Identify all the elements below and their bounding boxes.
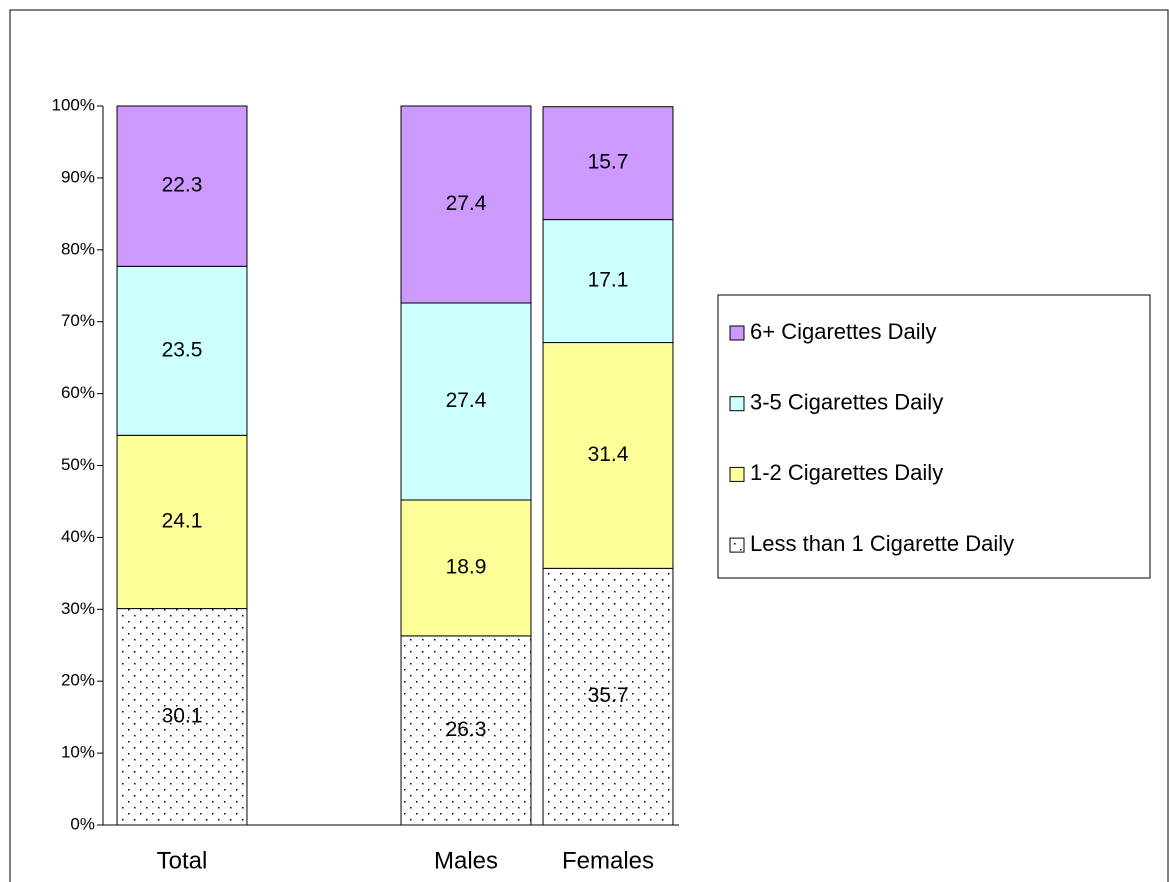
y-tick-label: 80% [61, 239, 95, 258]
data-label: 18.9 [446, 556, 487, 579]
data-label: 27.4 [446, 192, 487, 215]
y-tick-label: 20% [61, 671, 95, 690]
bar-segment [116, 105, 248, 267]
y-tick-label: 100% [52, 95, 95, 114]
legend-swatch [729, 396, 745, 412]
x-tick-label: Males [434, 847, 498, 874]
legend-label: 6+ Cigarettes Daily [750, 319, 936, 344]
y-tick-label: 30% [61, 599, 95, 618]
data-label: 35.7 [588, 684, 629, 707]
legend-label: 1-2 Cigarettes Daily [750, 460, 943, 485]
y-tick-label: 0% [70, 814, 95, 833]
bar-segment [400, 302, 532, 501]
bar-segment [542, 106, 674, 221]
y-tick-label: 10% [61, 743, 95, 762]
y-tick-label: 40% [61, 527, 95, 546]
data-label: 31.4 [588, 443, 629, 466]
data-label: 15.7 [588, 151, 629, 174]
bar-segment [400, 105, 532, 304]
data-label: 27.4 [446, 389, 487, 412]
legend-swatch [729, 466, 745, 482]
data-label: 23.5 [162, 338, 203, 361]
chart-frame [9, 9, 1169, 882]
y-tick-label: 60% [61, 383, 95, 402]
legend-box [717, 294, 1151, 579]
data-label: 22.3 [162, 174, 203, 197]
bar-segment [542, 219, 674, 344]
bar-segment [542, 342, 674, 569]
y-tick-label: 50% [61, 455, 95, 474]
bar-segment [116, 434, 248, 610]
legend-swatch [729, 537, 745, 553]
y-tick-label: 90% [61, 167, 95, 186]
y-tick-label: 70% [61, 311, 95, 330]
x-tick-label: Total [157, 847, 208, 874]
bar-segment [400, 635, 532, 826]
data-label: 26.3 [446, 718, 487, 741]
data-label: 17.1 [588, 269, 629, 292]
legend-label: 3-5 Cigarettes Daily [750, 390, 943, 415]
bar-segment [116, 265, 248, 436]
x-tick-label: Females [562, 847, 654, 874]
data-label: 30.1 [162, 704, 203, 727]
bar-segment [400, 499, 532, 637]
bar-segment [116, 608, 248, 826]
data-label: 24.1 [162, 509, 203, 532]
legend-label: Less than 1 Cigarette Daily [750, 531, 1014, 556]
legend-swatch [729, 325, 745, 341]
bar-segment [542, 567, 674, 826]
